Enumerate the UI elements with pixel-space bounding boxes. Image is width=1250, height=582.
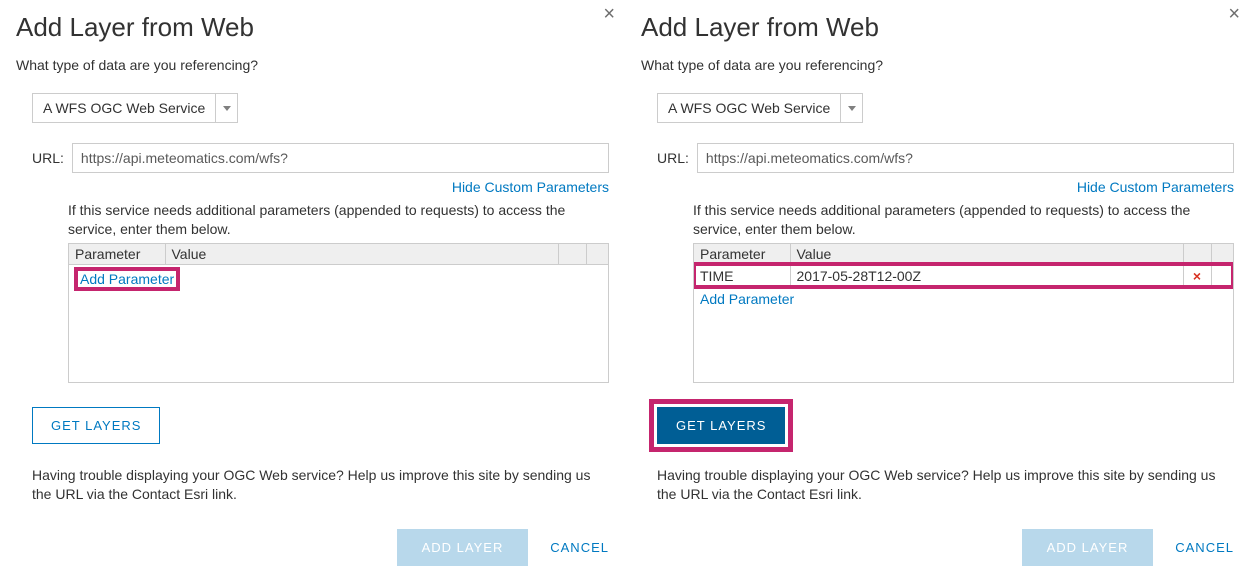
url-input[interactable]: [72, 143, 609, 173]
col-header-delete: [558, 244, 586, 265]
url-label: URL:: [32, 150, 64, 166]
get-layers-button[interactable]: GET LAYERS: [657, 407, 785, 444]
table-row[interactable]: TIME 2017-05-28T12-00Z ×: [694, 264, 1233, 287]
col-header-parameter: Parameter: [69, 244, 165, 265]
add-layer-dialog-right: × Add Layer from Web What type of data a…: [641, 8, 1234, 566]
col-header-parameter: Parameter: [694, 244, 790, 265]
service-type-select[interactable]: A WFS OGC Web Service: [32, 93, 238, 123]
col-header-value: Value: [790, 244, 1183, 265]
url-label: URL:: [657, 150, 689, 166]
service-type-value: A WFS OGC Web Service: [33, 100, 215, 116]
add-layer-button: ADD LAYER: [397, 529, 529, 566]
data-type-question: What type of data are you referencing?: [16, 57, 609, 73]
add-layer-button: ADD LAYER: [1022, 529, 1154, 566]
chevron-down-icon: [840, 94, 862, 122]
col-header-value: Value: [165, 244, 558, 265]
add-parameter-link[interactable]: Add Parameter: [76, 269, 178, 289]
trouble-help-text: Having trouble displaying your OGC Web s…: [657, 466, 1234, 505]
trouble-help-text: Having trouble displaying your OGC Web s…: [32, 466, 609, 505]
close-icon[interactable]: ×: [603, 4, 615, 24]
url-input[interactable]: [697, 143, 1234, 173]
delete-row-icon[interactable]: ×: [1183, 264, 1211, 287]
parameters-table: Parameter Value Add Parameter: [68, 243, 609, 383]
param-cell[interactable]: TIME: [694, 264, 790, 287]
data-type-question: What type of data are you referencing?: [641, 57, 1234, 73]
add-parameter-link[interactable]: Add Parameter: [700, 291, 794, 307]
close-icon[interactable]: ×: [1228, 4, 1240, 24]
hide-custom-parameters-link[interactable]: Hide Custom Parameters: [1077, 179, 1234, 195]
col-header-drag: [1211, 244, 1233, 265]
add-layer-dialog-left: × Add Layer from Web What type of data a…: [16, 8, 609, 566]
service-type-value: A WFS OGC Web Service: [658, 100, 840, 116]
chevron-down-icon: [215, 94, 237, 122]
button-highlight: GET LAYERS: [657, 407, 785, 444]
hide-custom-parameters-link[interactable]: Hide Custom Parameters: [452, 179, 609, 195]
dialog-title: Add Layer from Web: [641, 12, 1234, 43]
drag-handle-icon[interactable]: [1211, 264, 1233, 287]
custom-parameters-help-text: If this service needs additional paramet…: [68, 201, 609, 239]
service-type-select[interactable]: A WFS OGC Web Service: [657, 93, 863, 123]
col-header-delete: [1183, 244, 1211, 265]
cancel-button[interactable]: CANCEL: [550, 540, 609, 555]
custom-parameters-help-text: If this service needs additional paramet…: [693, 201, 1234, 239]
parameters-table: Parameter Value TIME 2017-05-28T12-00Z ×…: [693, 243, 1234, 383]
col-header-drag: [586, 244, 608, 265]
dialog-title: Add Layer from Web: [16, 12, 609, 43]
get-layers-button[interactable]: GET LAYERS: [32, 407, 160, 444]
cancel-button[interactable]: CANCEL: [1175, 540, 1234, 555]
value-cell[interactable]: 2017-05-28T12-00Z: [790, 264, 1183, 287]
